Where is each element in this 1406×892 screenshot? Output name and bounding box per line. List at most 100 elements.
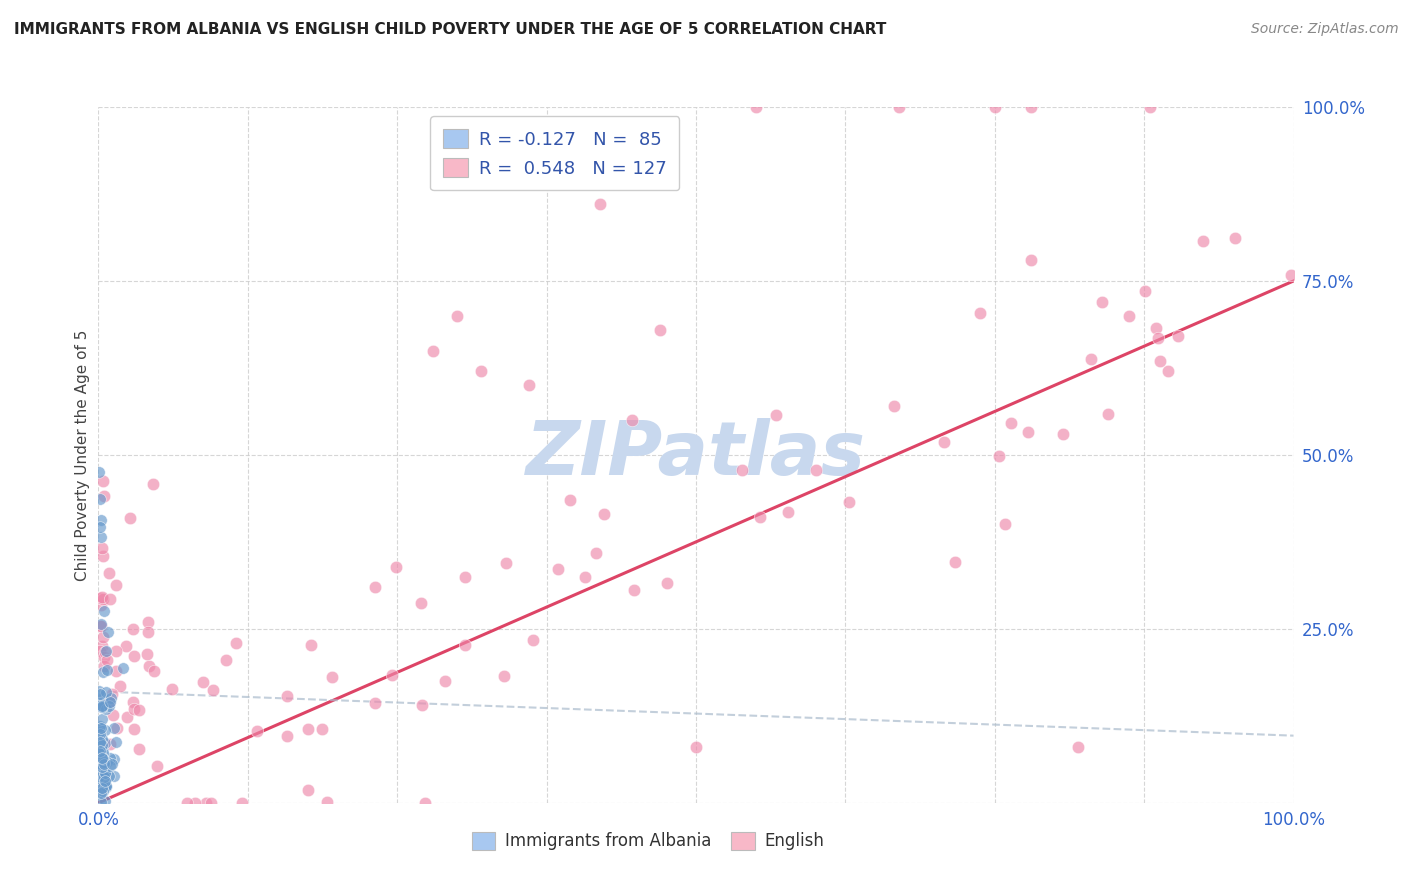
Point [194, 796, 217, 810]
Point [105, 721, 128, 735]
Point [385, 560, 408, 574]
Point [90, 513, 112, 527]
Point [454, 570, 477, 584]
Point [517, 378, 540, 392]
Point [446, 309, 468, 323]
Point [1167, 329, 1189, 343]
Point [143, 664, 166, 678]
Point [90, 749, 112, 764]
Point [201, 683, 224, 698]
Point [97, 698, 120, 713]
Point [883, 399, 905, 413]
Point [276, 690, 298, 704]
Point [176, 796, 198, 810]
Point [200, 796, 222, 810]
Point [91, 690, 114, 705]
Text: ZIPatlas: ZIPatlas [526, 418, 866, 491]
Point [589, 197, 612, 211]
Point [1091, 294, 1114, 309]
Point [1223, 231, 1246, 245]
Point [89, 744, 111, 758]
Point [90, 760, 112, 774]
Point [969, 306, 991, 320]
Point [87, 769, 110, 783]
Point [128, 742, 150, 756]
Point [621, 413, 644, 427]
Point [94, 644, 117, 658]
Point [93, 665, 115, 679]
Point [96, 779, 118, 793]
Point [89, 466, 111, 480]
Point [93, 769, 115, 783]
Point [98, 751, 121, 765]
Point [91, 738, 114, 752]
Point [89, 725, 111, 739]
Point [91, 744, 114, 758]
Point [91, 752, 114, 766]
Point [87, 746, 110, 760]
Point [87, 743, 110, 757]
Point [89, 619, 111, 633]
Point [91, 541, 114, 555]
Point [89, 519, 111, 533]
Point [547, 562, 569, 576]
Legend: Immigrants from Albania, English: Immigrants from Albania, English [465, 825, 831, 857]
Point [89, 591, 111, 605]
Point [90, 699, 112, 714]
Point [90, 599, 112, 613]
Point [745, 100, 768, 114]
Point [648, 323, 672, 337]
Point [494, 669, 516, 683]
Point [993, 516, 1015, 531]
Point [945, 555, 967, 569]
Point [90, 756, 112, 771]
Point [89, 756, 111, 770]
Point [142, 477, 165, 491]
Point [90, 699, 112, 714]
Point [225, 636, 247, 650]
Point [103, 707, 125, 722]
Point [90, 530, 112, 544]
Point [101, 687, 124, 701]
Point [96, 652, 118, 666]
Point [89, 492, 111, 507]
Point [103, 752, 125, 766]
Point [91, 747, 114, 762]
Point [90, 619, 112, 633]
Point [93, 753, 115, 767]
Point [93, 779, 115, 793]
Point [453, 638, 475, 652]
Point [94, 765, 117, 780]
Point [988, 449, 1011, 463]
Point [108, 679, 131, 693]
Point [115, 710, 138, 724]
Point [89, 753, 111, 767]
Point [96, 663, 118, 677]
Point [90, 617, 112, 632]
Point [91, 591, 114, 606]
Point [623, 582, 645, 597]
Point [93, 604, 115, 618]
Point [1144, 320, 1167, 334]
Point [146, 759, 169, 773]
Point [558, 493, 581, 508]
Point [470, 364, 492, 378]
Point [96, 780, 118, 794]
Point [1019, 100, 1042, 114]
Point [731, 463, 754, 477]
Point [1139, 100, 1161, 114]
Point [1017, 425, 1039, 439]
Point [422, 343, 444, 358]
Point [87, 771, 110, 785]
Point [104, 735, 127, 749]
Point [136, 615, 159, 630]
Point [118, 511, 141, 525]
Point [889, 100, 911, 114]
Point [94, 795, 117, 809]
Point [90, 732, 112, 747]
Point [91, 784, 114, 798]
Point [495, 556, 517, 570]
Point [136, 647, 159, 661]
Point [93, 474, 115, 488]
Point [838, 495, 860, 509]
